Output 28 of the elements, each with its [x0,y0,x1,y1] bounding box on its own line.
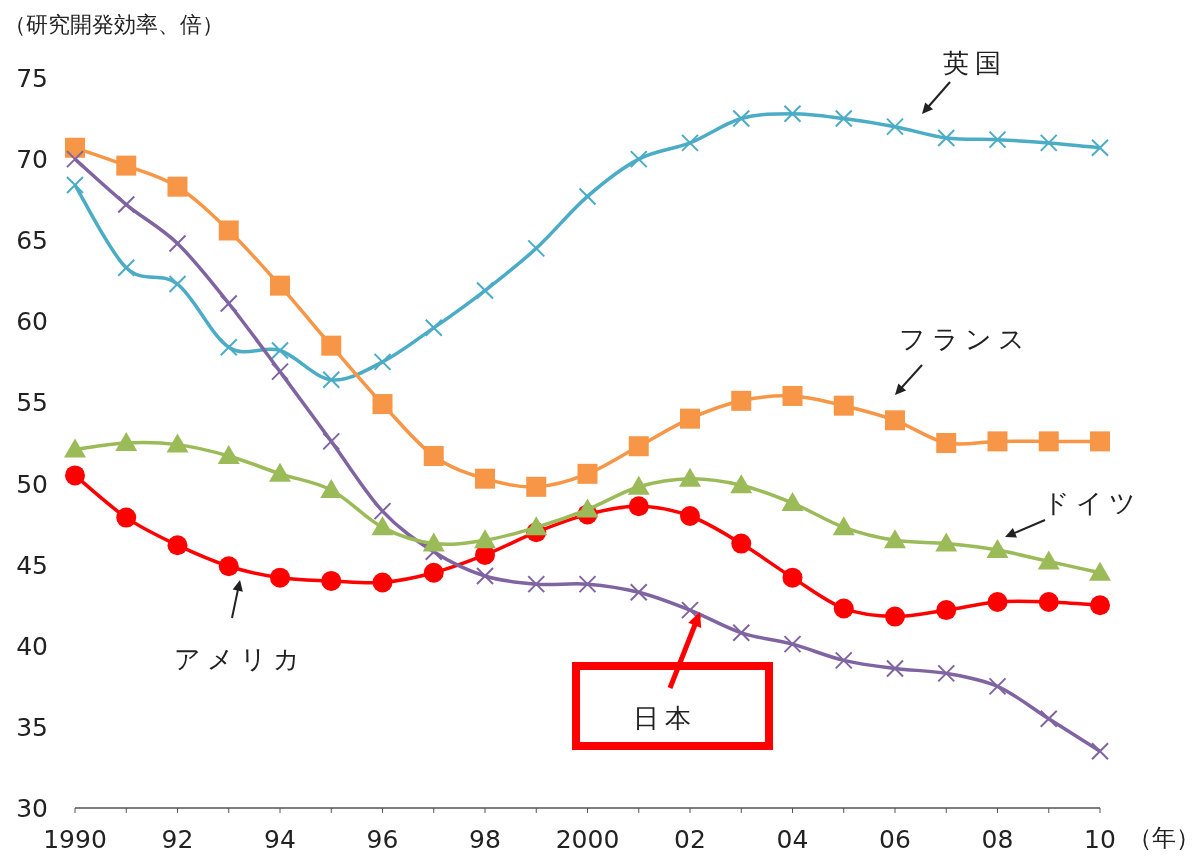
x-tick-label: 02 [674,825,706,854]
y-tick-label: 70 [16,145,48,175]
y-tick-label: 55 [16,388,48,418]
series-label: ドイツ [1042,488,1142,518]
x-tick-label: 08 [981,825,1014,854]
x-tick-label: 96 [366,825,399,854]
x-tick-label: 04 [776,825,809,854]
y-tick-label: 35 [16,712,48,742]
x-tick-label: 94 [264,825,296,854]
x-tick-label: 98 [469,825,501,854]
y-tick-label: 60 [16,307,48,337]
x-tick-label: 2000 [555,825,620,854]
x-tick-label: 92 [161,825,194,854]
y-tick-label: 45 [16,550,48,580]
y-tick-label: 50 [16,469,48,499]
x-axis-title: （年） [1128,824,1200,852]
text: アメリカ [174,644,306,674]
y-tick-label: 75 [16,64,48,93]
text: 日本 [633,703,697,733]
y-tick-label: 30 [16,794,48,823]
y-tick-label: 40 [16,631,48,661]
y-axis-title: （研究開発効率、倍） [4,12,224,37]
text: 英国 [943,48,1007,78]
x-tick-label: 1990 [43,825,107,854]
x-tick-label: 06 [879,825,911,854]
text: フランス [899,324,1031,354]
x-tick-label: 10 [1084,825,1116,854]
y-tick-label: 65 [16,226,48,256]
